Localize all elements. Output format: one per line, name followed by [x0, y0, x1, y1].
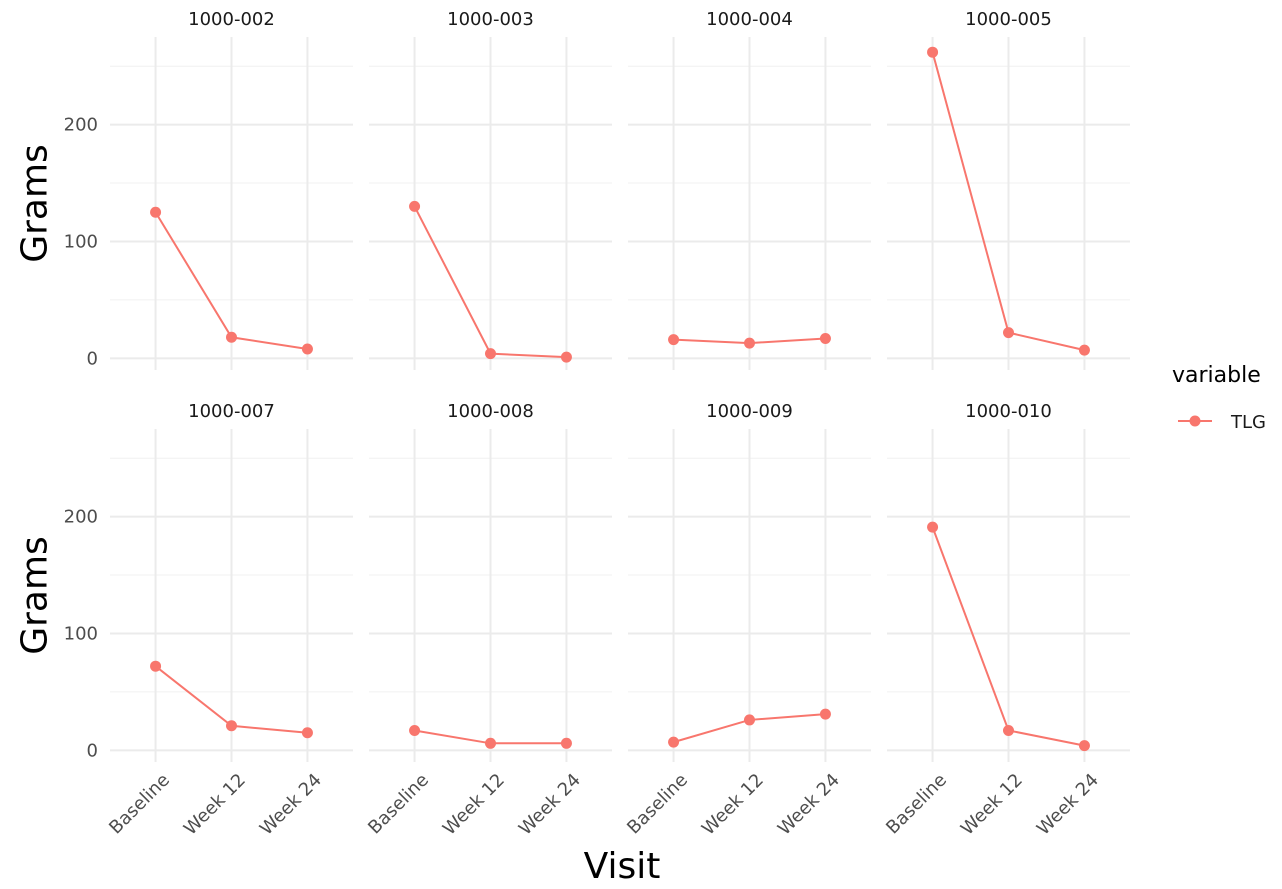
data-point	[668, 736, 680, 748]
legend: variable TLG	[1172, 363, 1266, 433]
y-axis-title: Grams	[15, 536, 56, 655]
facet-title: 1000-007	[188, 401, 275, 422]
facet-title: 1000-010	[965, 401, 1052, 422]
facet-title: 1000-003	[447, 9, 534, 30]
data-point	[1003, 327, 1014, 339]
data-point	[226, 331, 237, 343]
facet-title: 1000-004	[706, 9, 793, 30]
x-tick-label: Week 24	[515, 770, 585, 840]
facet-title: 1000-008	[447, 401, 534, 422]
data-point	[301, 343, 313, 355]
legend-title: variable	[1172, 363, 1261, 388]
data-point	[819, 708, 831, 720]
data-point	[668, 334, 680, 346]
data-point	[301, 727, 313, 739]
panel-1000-004: 1000-004	[628, 9, 871, 370]
panel-1000-008: 1000-008 Baseline Week 12 Week 24	[364, 401, 612, 840]
facet-title: 1000-002	[188, 9, 275, 30]
legend-label-tlg: TLG	[1230, 412, 1266, 433]
x-tick-label: Week 12	[180, 770, 250, 840]
data-point	[560, 737, 572, 749]
x-tick-label: Baseline	[882, 770, 951, 839]
legend-key-point	[1189, 415, 1201, 427]
facet-title: 1000-005	[965, 9, 1052, 30]
data-point	[150, 660, 162, 672]
panel-1000-010: 1000-010 Baseline Week 12 Week 24	[882, 401, 1130, 840]
data-point	[150, 206, 162, 218]
facet-panels: 1000-002 0 100 200 1000-003 1000-004 1000-005 1…	[15, 9, 1130, 840]
data-point	[744, 714, 755, 726]
data-point	[927, 521, 939, 533]
y-tick-label: 100	[64, 231, 98, 252]
x-axis-title: Visit	[584, 846, 661, 887]
x-tick-label: Week 24	[774, 770, 844, 840]
data-point	[226, 720, 237, 732]
x-tick-label: Week 24	[1033, 770, 1103, 840]
data-point	[819, 332, 831, 344]
x-tick-label: Week 12	[439, 770, 509, 840]
data-point	[409, 724, 421, 736]
y-tick-label: 200	[64, 507, 98, 528]
data-point	[560, 351, 572, 363]
y-axis-title: Grams	[15, 144, 56, 263]
x-tick-label: Baseline	[364, 770, 433, 839]
x-tick-label: Week 24	[256, 770, 326, 840]
panel-1000-009: 1000-009 Baseline Week 12 Week 24	[623, 401, 871, 840]
data-point	[927, 46, 939, 58]
data-point	[744, 337, 755, 349]
y-tick-label: 200	[64, 115, 98, 136]
data-point	[485, 737, 496, 749]
data-point	[409, 200, 421, 212]
x-tick-label: Week 12	[957, 770, 1027, 840]
panel-1000-002: 1000-002 0 100 200	[64, 9, 353, 370]
data-point	[485, 348, 496, 360]
data-point	[1078, 740, 1090, 752]
panel-1000-005: 1000-005	[887, 9, 1130, 370]
x-tick-label: Week 12	[698, 770, 768, 840]
x-tick-label: Baseline	[105, 770, 174, 839]
data-point	[1078, 344, 1090, 356]
data-point	[1003, 724, 1014, 736]
y-tick-label: 0	[87, 740, 98, 761]
y-tick-label: 0	[87, 348, 98, 369]
x-tick-label: Baseline	[623, 770, 692, 839]
panel-1000-007: 1000-007 0 100 200 Baseline Week 12 Week 24	[64, 401, 353, 840]
panel-1000-003: 1000-003	[369, 9, 612, 370]
facet-title: 1000-009	[706, 401, 793, 422]
y-tick-label: 100	[64, 623, 98, 644]
